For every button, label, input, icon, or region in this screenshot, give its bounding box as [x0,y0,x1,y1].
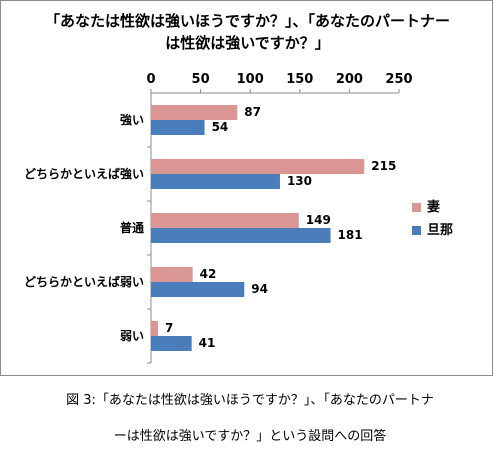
bar-1-0 [151,120,205,135]
bar-1-4 [151,336,192,351]
bar-1-3 [151,282,245,297]
figure-caption-line-2: ーは性欲は強いですか？」という設問への回答 [113,429,387,444]
data-label-0-3: 42 [200,267,217,281]
data-label-1-1: 130 [287,174,312,188]
legend-label-wife: 妻 [427,200,441,215]
x-tick-label-2: 100 [237,72,264,87]
x-tick-label-0: 0 [146,72,155,87]
data-label-1-0: 54 [212,120,229,134]
data-label-0-1: 215 [371,159,396,173]
bar-0-2 [151,213,299,228]
bar-chart: 0 50 100 150 200 250 強いどちらかといえば強い普通どちらかといえば弱い弱… [24,72,413,364]
legend-label-husband: 旦那 [427,223,454,238]
legend-item-husband: 旦那 [412,223,453,239]
x-tick-label-3: 150 [286,72,313,87]
category-label-2: 普通 [120,220,144,235]
x-tick-label-4: 200 [336,72,363,87]
figure-caption-line-1: 図 3:「あなたは性欲は強いほうですか？」、「あなたのパートナ [66,393,434,408]
bar-0-0 [151,105,238,120]
legend-swatch-wife [412,203,421,212]
x-tick-label-5: 250 [385,72,412,87]
legend-item-wife: 妻 [412,200,440,216]
category-label-1: どちらかといえば強い [24,166,144,181]
bar-0-3 [151,267,193,282]
legend-swatch-husband [412,226,421,235]
data-label-1-2: 181 [338,228,363,242]
bar-0-1 [151,159,365,174]
category-label-4: 弱い [120,328,144,343]
data-label-0-0: 87 [244,105,261,119]
data-label-0-2: 149 [306,213,331,227]
data-label-1-4: 41 [199,336,216,350]
bar-0-4 [151,321,158,336]
category-label-0: 強い [120,112,144,127]
chart-title-line-2: は性欲は強いですか？」 [165,34,330,52]
chart-title-line-1: 「あなたは性欲は強いほうですか？」、「あなたのパートナー [44,12,450,30]
data-label-0-4: 7 [165,321,173,335]
chart-frame: 「あなたは性欲は強いほうですか？」、「あなたのパートナー は性欲は強いですか？」… [0,0,493,376]
x-tick-label-1: 50 [192,72,210,87]
category-label-3: どちらかといえば弱い [24,274,144,289]
bar-1-2 [151,228,331,243]
data-label-1-3: 94 [251,282,268,296]
bar-1-1 [151,174,280,189]
